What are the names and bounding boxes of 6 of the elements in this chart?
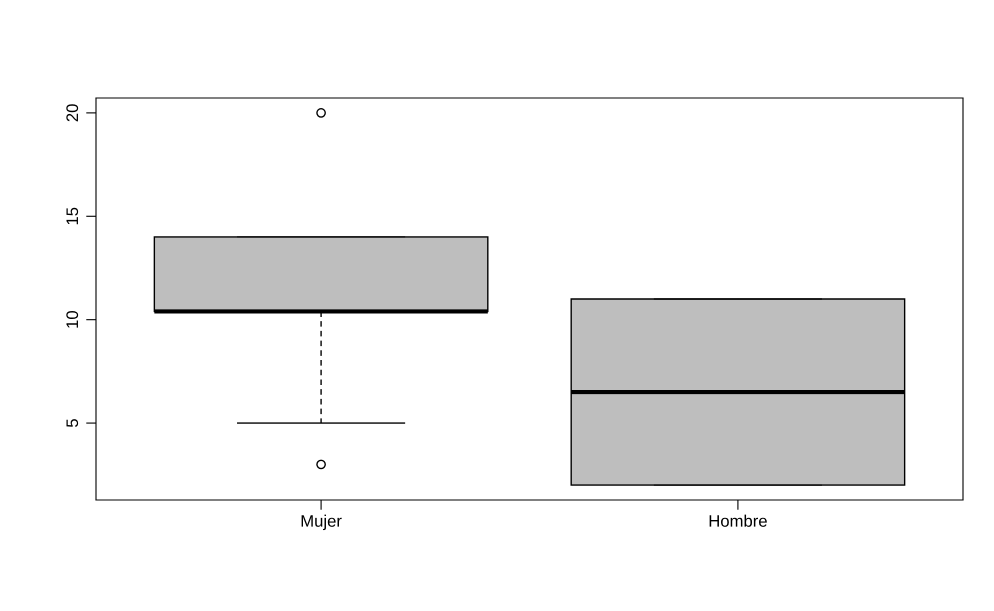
y-tick-label: 5	[66, 419, 78, 428]
y-tick-label: 15	[66, 208, 78, 224]
y-tick-label: 20	[66, 104, 78, 122]
y-tick-label: 10	[66, 311, 78, 328]
x-tick-label: Hombre	[710, 514, 767, 527]
x-tick-label: Mujer	[302, 514, 342, 530]
